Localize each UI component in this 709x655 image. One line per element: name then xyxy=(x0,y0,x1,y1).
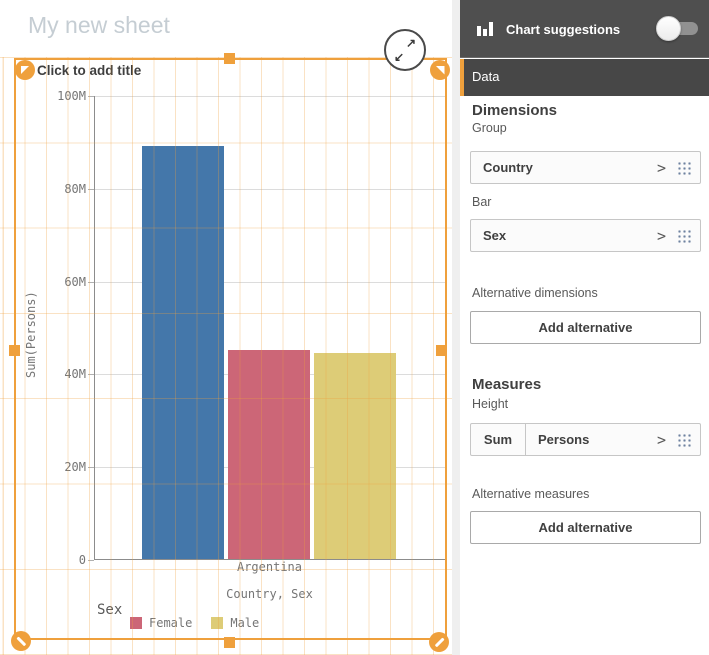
chart-suggestions-label: Chart suggestions xyxy=(506,22,621,37)
bar-total[interactable] xyxy=(142,146,224,559)
legend-swatch-icon xyxy=(130,617,142,629)
y-gridline xyxy=(94,188,445,190)
y-tick-mark xyxy=(88,188,94,190)
legend-item-male[interactable]: Male xyxy=(211,616,259,630)
y-tick-mark xyxy=(88,560,94,561)
arrow-up-right-icon xyxy=(435,65,445,75)
bar-chart-object[interactable]: Click to add title Sum(Persons) 0 20M 40M 6… xyxy=(14,58,447,640)
y-tick-mark xyxy=(88,467,94,469)
measures-heading: Measures xyxy=(472,376,542,393)
y-tick-mark xyxy=(88,281,94,283)
legend-label: Female xyxy=(149,616,193,630)
x-axis-line xyxy=(94,559,445,560)
drag-handle-icon[interactable] xyxy=(676,431,692,448)
diagonal-resize-icon xyxy=(16,636,26,646)
y-gridline xyxy=(94,281,445,283)
legend-swatch-icon xyxy=(211,617,224,629)
y-axis-line xyxy=(94,96,95,560)
y-tick-label: 80M xyxy=(64,181,86,196)
expand-icon: ↗ xyxy=(405,36,416,50)
drag-handle-icon[interactable] xyxy=(676,227,692,244)
arrow-up-left-icon xyxy=(20,65,30,75)
y-gridline xyxy=(94,96,445,97)
resize-handle-bottom-right[interactable] xyxy=(429,632,449,652)
bar-label: Bar xyxy=(472,195,492,209)
add-alternative-dimension-button[interactable]: Add alternative xyxy=(470,311,701,344)
expand-button[interactable]: ↗ ↙ xyxy=(384,29,426,71)
properties-panel: Chart suggestions Data Dimensions Group … xyxy=(460,0,709,655)
plot-area: 0 20M 40M 60M 80M 100M xyxy=(57,89,445,567)
bar-male[interactable] xyxy=(314,353,396,559)
measure-field-persons[interactable]: Sum Persons > xyxy=(470,423,701,456)
chart-suggestions-toggle[interactable] xyxy=(656,16,700,42)
field-label: Country xyxy=(483,160,533,175)
y-tick-label: 100M xyxy=(57,89,86,103)
field-label: Persons xyxy=(538,432,590,447)
resize-handle-bottom-left[interactable] xyxy=(11,631,31,651)
aggregation-label[interactable]: Sum xyxy=(471,424,526,455)
tab-data[interactable]: Data xyxy=(460,59,709,96)
bar-chart-icon xyxy=(477,21,497,36)
x-axis-tick-label: Argentina xyxy=(236,560,303,574)
add-alternative-measure-button[interactable]: Add alternative xyxy=(470,511,701,544)
resize-handle-top[interactable] xyxy=(224,53,235,64)
field-label: Sex xyxy=(483,228,507,243)
height-label: Height xyxy=(472,397,509,411)
sheet-title[interactable]: My new sheet xyxy=(28,12,170,38)
resize-handle-bottom[interactable] xyxy=(224,637,235,648)
sheet-canvas[interactable]: My new sheet Click to add title Sum(Pers… xyxy=(0,0,452,655)
chevron-right-icon[interactable]: > xyxy=(656,226,666,245)
y-tick-label: 40M xyxy=(64,367,86,382)
dimension-field-sex[interactable]: Sex > xyxy=(470,219,701,252)
alternative-measures-label: Alternative measures xyxy=(472,487,590,501)
chevron-right-icon[interactable]: > xyxy=(656,158,666,177)
legend-title: Sex xyxy=(97,602,123,618)
panel-header: Chart suggestions xyxy=(460,0,709,58)
panel-content: Dimensions Group Country > Bar Sex > Alt… xyxy=(460,96,709,655)
chevron-right-icon[interactable]: > xyxy=(656,430,666,449)
dimensions-heading: Dimensions xyxy=(472,102,558,119)
resize-handle-right[interactable] xyxy=(436,345,447,356)
alternative-dimensions-label: Alternative dimensions xyxy=(472,286,598,300)
dimension-field-country[interactable]: Country > xyxy=(470,151,701,184)
y-tick-mark xyxy=(88,96,94,97)
collapse-icon: ↙ xyxy=(394,50,405,64)
panel-gutter xyxy=(452,0,460,655)
resize-handle-left[interactable] xyxy=(9,345,20,356)
group-label: Group xyxy=(472,121,507,135)
y-tick-label: 20M xyxy=(64,460,86,475)
chart-title-placeholder[interactable]: Click to add title xyxy=(37,63,142,78)
drag-handle-icon[interactable] xyxy=(676,159,692,176)
legend: Female Male xyxy=(130,616,278,630)
toggle-knob xyxy=(656,16,681,41)
y-tick-label: 60M xyxy=(64,274,86,289)
legend-label: Male xyxy=(230,616,260,630)
tab-data-label: Data xyxy=(472,69,500,84)
legend-item-female[interactable]: Female xyxy=(130,616,192,630)
diagonal-resize-icon xyxy=(434,637,444,647)
x-axis-title: Country, Sex xyxy=(226,587,313,601)
resize-handle-top-left[interactable] xyxy=(15,60,35,80)
bar-female[interactable] xyxy=(228,350,310,559)
y-tick-mark xyxy=(88,374,94,376)
resize-handle-top-right[interactable] xyxy=(430,60,450,80)
y-tick-label: 0 xyxy=(78,553,86,567)
